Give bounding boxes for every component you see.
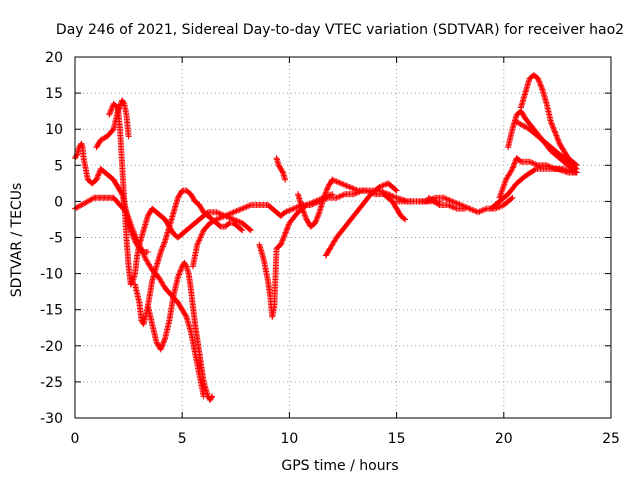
x-tick-label: 5: [178, 431, 187, 447]
y-tick-label: -15: [40, 303, 63, 319]
y-tick-label: -30: [40, 411, 63, 427]
series-arc-18: [517, 72, 580, 169]
y-tick-label: -10: [40, 267, 63, 283]
y-axis-label: SDTVAR / TECUs: [9, 183, 25, 298]
y-tick-label: -25: [40, 375, 63, 391]
data-point-markers: [273, 155, 289, 183]
series-arc-3: [106, 100, 254, 288]
y-tick-label: 15: [45, 86, 63, 102]
y-tick-label: 0: [54, 194, 63, 210]
y-tick-label: 10: [45, 122, 63, 138]
data-point-markers: [72, 194, 207, 400]
y-tick-label: -5: [49, 231, 63, 247]
axis-ticks: 0 5 10 15 20 25 20 15 10 5 0 -5 -10 -15 -20 -25 -30: [40, 50, 620, 447]
series-arc-6: [144, 259, 216, 403]
series-arc-10: [294, 176, 336, 230]
series-arc-4: [72, 194, 207, 400]
series-arc-19: [513, 118, 580, 172]
x-tick-label: 0: [71, 431, 80, 447]
data-point-markers: [329, 176, 409, 223]
series-arc-16: [496, 155, 580, 201]
data-point-markers: [144, 259, 216, 403]
data-point-markers: [106, 100, 254, 288]
grid: [75, 57, 611, 418]
data-point-markers: [322, 180, 400, 259]
series-arc-9: [273, 155, 289, 183]
data-point-markers: [517, 72, 580, 169]
data-point-markers: [425, 194, 469, 212]
data-point-markers: [294, 176, 336, 230]
x-tick-label: 10: [280, 431, 298, 447]
x-tick-label: 15: [388, 431, 406, 447]
x-axis-label: GPS time / hours: [281, 458, 398, 474]
y-tick-label: 20: [45, 50, 63, 66]
x-tick-label: 20: [495, 431, 513, 447]
x-tick-label: 25: [602, 431, 620, 447]
y-tick-label: 5: [54, 158, 63, 174]
data-point-markers: [513, 118, 580, 172]
data-points: [72, 72, 580, 403]
series-arc-12: [329, 176, 409, 223]
series-arc-8: [256, 191, 336, 320]
series-arc-14: [425, 194, 469, 212]
data-point-markers: [496, 155, 580, 201]
chart-title: Day 246 of 2021, Sidereal Day-to-day VTE…: [56, 22, 624, 38]
y-tick-label: -20: [40, 339, 63, 355]
data-point-markers: [256, 191, 336, 320]
series-arc-11: [322, 180, 400, 259]
